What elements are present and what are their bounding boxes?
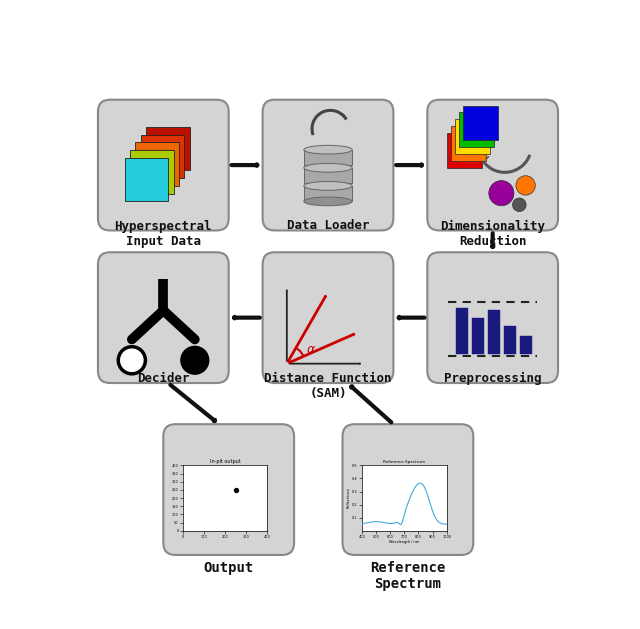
Ellipse shape <box>304 182 352 190</box>
Text: Preprocessing: Preprocessing <box>444 372 541 386</box>
Text: Data Loader: Data Loader <box>287 219 369 232</box>
FancyBboxPatch shape <box>98 252 228 383</box>
Bar <box>451 126 486 161</box>
Text: Decider: Decider <box>137 372 189 386</box>
Text: Distance Function
(SAM): Distance Function (SAM) <box>264 372 392 401</box>
Bar <box>488 310 500 354</box>
Bar <box>304 186 352 201</box>
Bar <box>304 168 352 183</box>
Bar <box>504 326 516 354</box>
Bar <box>125 158 168 201</box>
Bar <box>447 133 481 167</box>
Bar <box>520 335 532 354</box>
Bar <box>130 150 173 194</box>
Bar <box>304 150 352 165</box>
Ellipse shape <box>304 164 352 172</box>
Ellipse shape <box>304 197 352 206</box>
FancyBboxPatch shape <box>262 99 394 230</box>
Bar <box>141 135 184 178</box>
Bar <box>463 106 498 140</box>
Circle shape <box>513 198 526 211</box>
Bar <box>472 318 484 354</box>
Bar <box>136 142 179 186</box>
FancyBboxPatch shape <box>262 252 394 383</box>
FancyBboxPatch shape <box>428 252 558 383</box>
Circle shape <box>516 175 535 195</box>
FancyBboxPatch shape <box>98 99 228 230</box>
Text: Reference
Spectrum: Reference Spectrum <box>370 561 445 591</box>
Text: Dimensionality
Reduction: Dimensionality Reduction <box>440 220 545 248</box>
Circle shape <box>181 347 209 374</box>
Bar <box>456 308 468 354</box>
Bar <box>455 119 490 154</box>
Bar <box>459 113 493 147</box>
FancyBboxPatch shape <box>428 99 558 230</box>
Ellipse shape <box>304 145 352 154</box>
Text: $\alpha$: $\alpha$ <box>306 343 316 356</box>
Text: Output: Output <box>204 561 254 575</box>
Bar <box>147 127 190 170</box>
Text: Hyperspectral
Input Data: Hyperspectral Input Data <box>115 220 212 248</box>
FancyBboxPatch shape <box>163 424 294 555</box>
Circle shape <box>118 347 145 374</box>
Circle shape <box>489 181 514 206</box>
FancyBboxPatch shape <box>342 424 474 555</box>
